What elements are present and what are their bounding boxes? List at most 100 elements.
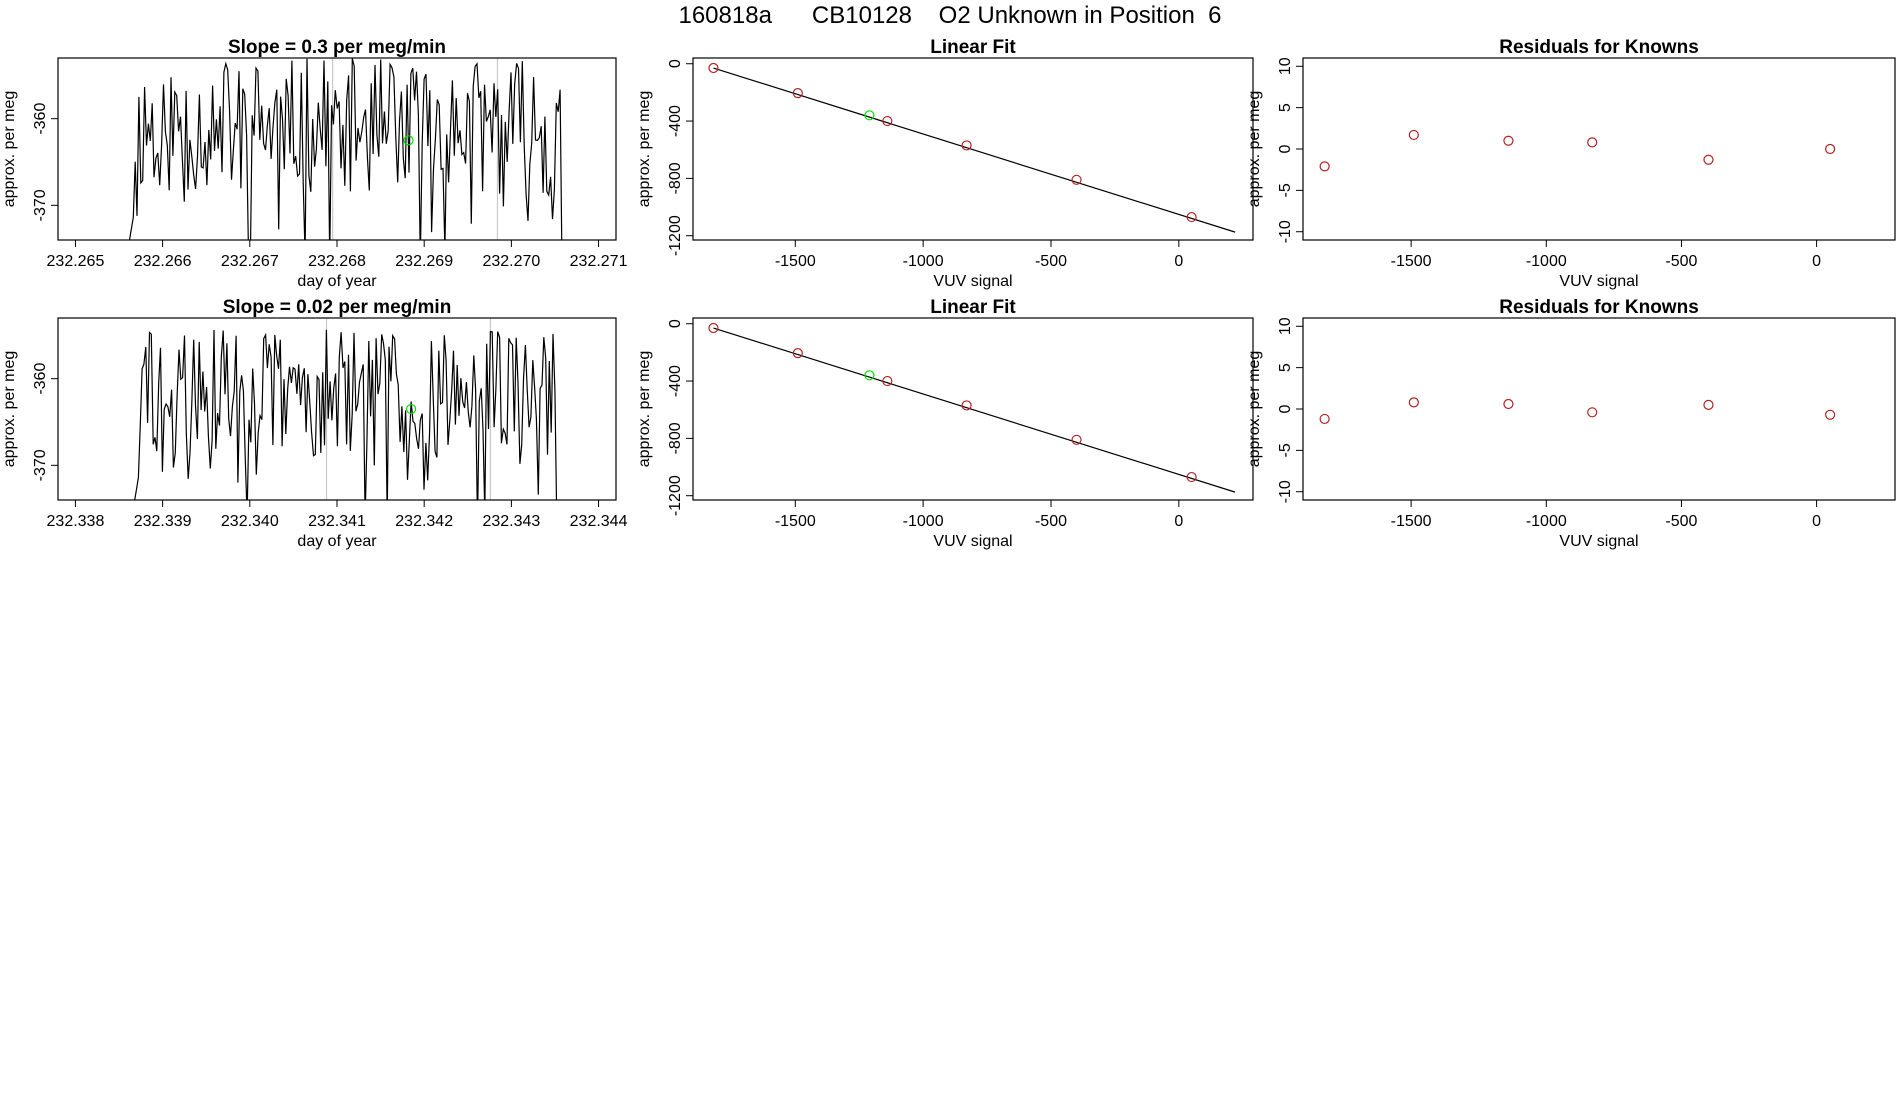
y-axis-label: approx. per meg xyxy=(1,351,18,468)
x-tick-label: 232.339 xyxy=(134,513,192,530)
y-tick-label: -400 xyxy=(667,105,684,137)
known-point xyxy=(1186,471,1197,483)
unknown-point xyxy=(406,403,417,415)
x-tick-label: -1000 xyxy=(1526,253,1567,270)
plot-frame xyxy=(1302,317,1896,501)
known-point xyxy=(1071,174,1082,185)
fit-line xyxy=(713,327,1236,493)
x-tick-label: 232.341 xyxy=(308,513,366,530)
y-tick-label: -1200 xyxy=(667,215,684,256)
unknown-point xyxy=(864,110,875,121)
known-point xyxy=(708,322,719,334)
series-line xyxy=(134,329,558,500)
plot-frame xyxy=(692,317,1254,501)
x-tick-label: 232.338 xyxy=(47,513,105,530)
known-point xyxy=(1703,154,1714,165)
series-line xyxy=(128,58,563,240)
panel-title: Linear Fit xyxy=(930,37,1016,58)
plot-frame xyxy=(57,57,617,241)
x-tick-label: 0 xyxy=(1812,253,1821,270)
panel-title: Slope = 0.02 per meg/min xyxy=(223,297,452,318)
plot-frame xyxy=(692,57,1254,241)
plot-area xyxy=(128,58,563,240)
x-tick-label: 232.270 xyxy=(482,253,540,270)
y-tick-label: 0 xyxy=(1277,144,1294,153)
y-tick-label: -5 xyxy=(1277,183,1294,197)
plot-frame xyxy=(1302,57,1896,241)
y-tick-label: 10 xyxy=(1277,57,1294,75)
x-axis-label: VUV signal xyxy=(933,533,1012,550)
x-tick-label: -1500 xyxy=(775,253,816,270)
x-tick-label: 0 xyxy=(1812,513,1821,530)
y-tick-label: -360 xyxy=(32,103,49,135)
x-tick-label: 232.265 xyxy=(47,253,105,270)
y-tick-label: 5 xyxy=(1277,363,1294,372)
y-axis-label: approx. per meg xyxy=(1246,351,1263,468)
known-point xyxy=(882,115,893,127)
x-axis-label: day of year xyxy=(297,273,377,290)
x-tick-label: -500 xyxy=(1665,253,1697,270)
x-tick-label: 0 xyxy=(1174,513,1183,530)
x-tick-label: -1000 xyxy=(903,513,944,530)
y-tick-label: -360 xyxy=(32,363,49,395)
row2-fit-panel: Linear Fit -1500 -1000 -500 0 0 -400 -800 -1200 V… xyxy=(636,297,1254,550)
x-tick-label: 232.269 xyxy=(395,253,453,270)
known-point xyxy=(1071,434,1082,445)
plot-area xyxy=(1319,129,1836,172)
x-tick-label: -500 xyxy=(1035,513,1067,530)
known-point xyxy=(1703,399,1714,410)
known-point xyxy=(1319,161,1330,172)
y-tick-label: 5 xyxy=(1277,103,1294,112)
y-tick-label: -10 xyxy=(1277,480,1294,503)
fit-line xyxy=(713,67,1236,233)
known-point xyxy=(1587,407,1598,418)
y-tick-label: 10 xyxy=(1277,317,1294,335)
row2-time-panel: Slope = 0.02 per meg/min 232.338 232.339 23… xyxy=(1,297,628,550)
plot-area xyxy=(708,62,1236,233)
x-tick-label: -1500 xyxy=(775,513,816,530)
y-tick-label: -800 xyxy=(667,422,684,454)
y-axis-label: approx. per meg xyxy=(636,351,653,468)
known-point xyxy=(708,62,719,74)
known-point xyxy=(792,348,803,359)
x-tick-label: -1500 xyxy=(1391,513,1432,530)
known-point xyxy=(1186,211,1197,223)
known-point xyxy=(882,375,893,387)
x-tick-label: 232.271 xyxy=(570,253,628,270)
y-tick-label: 0 xyxy=(667,59,684,68)
x-axis-label: VUV signal xyxy=(933,273,1012,290)
x-tick-label: 232.340 xyxy=(221,513,279,530)
row1-resid-panel: Residuals for Knowns -1500 -1000 -500 0 10 5 0 -… xyxy=(1246,37,1896,290)
y-tick-label: -400 xyxy=(667,365,684,397)
x-tick-label: 232.267 xyxy=(221,253,279,270)
y-tick-label: -370 xyxy=(32,189,49,221)
x-tick-label: -1000 xyxy=(1526,513,1567,530)
known-point xyxy=(1503,398,1514,410)
x-axis-label: VUV signal xyxy=(1559,533,1638,550)
plot-frame xyxy=(57,317,617,501)
x-axis-label: VUV signal xyxy=(1559,273,1638,290)
plot-area xyxy=(134,318,558,500)
x-tick-label: 232.344 xyxy=(570,513,628,530)
known-point xyxy=(961,140,972,151)
y-tick-label: -5 xyxy=(1277,443,1294,457)
known-point xyxy=(1408,397,1419,408)
x-tick-label: 232.266 xyxy=(134,253,192,270)
y-axis-label: approx. per meg xyxy=(636,91,653,208)
page-title: 160818a CB10128 O2 Unknown in Position 6 xyxy=(678,2,1222,29)
known-point xyxy=(1825,409,1836,420)
y-tick-label: -800 xyxy=(667,162,684,194)
x-axis-label: day of year xyxy=(297,533,377,550)
panel-title: Linear Fit xyxy=(930,297,1016,318)
known-point xyxy=(1319,413,1330,425)
panel-title: Residuals for Knowns xyxy=(1499,37,1699,58)
y-tick-label: -10 xyxy=(1277,220,1294,243)
known-point xyxy=(961,400,972,411)
unknown-point xyxy=(864,370,875,381)
x-tick-label: 232.342 xyxy=(395,513,453,530)
x-tick-label: 232.343 xyxy=(482,513,540,530)
y-tick-label: 0 xyxy=(1277,404,1294,413)
y-tick-label: -370 xyxy=(32,449,49,481)
panel-title: Residuals for Knowns xyxy=(1499,297,1699,318)
